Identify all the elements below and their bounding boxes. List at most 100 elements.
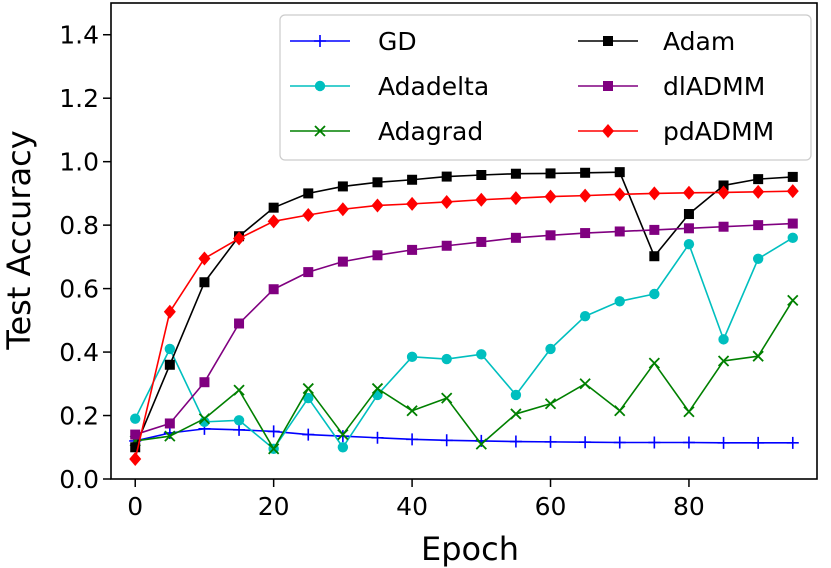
data-point-dladmm [753, 220, 764, 231]
series-pdadmm [129, 184, 799, 467]
data-point-adagrad [268, 443, 280, 455]
y-tick-label: 0.0 [59, 465, 99, 494]
y-tick-label: 0.2 [59, 402, 99, 431]
series-line-adadelta [134, 237, 794, 450]
y-axis-title: Test Accuracy [0, 130, 38, 350]
data-point-adam [614, 167, 625, 178]
data-point-gd [717, 436, 730, 449]
data-point-gd [406, 433, 419, 446]
x-tick-label: 60 [535, 492, 567, 521]
y-tick-label: 1.2 [59, 84, 99, 113]
data-point-adagrad [614, 405, 626, 417]
legend-label-adagrad: Adagrad [378, 117, 483, 146]
data-point-pdadmm [648, 186, 661, 201]
data-point-gd [579, 436, 592, 449]
legend-marker-pdadmm [602, 124, 614, 138]
data-point-adadelta [406, 351, 418, 363]
data-point-adagrad [406, 405, 418, 417]
y-tick-label: 0.6 [59, 275, 99, 304]
data-point-dladmm [649, 224, 660, 235]
legend: GD Adadelta Adagrad Adam dlADMM pdADMM [279, 14, 812, 161]
data-point-adagrad [717, 355, 730, 367]
data-point-dladmm [303, 267, 314, 278]
data-point-pdadmm [267, 214, 280, 229]
series-line-adam [134, 171, 793, 448]
data-point-dladmm [510, 232, 521, 243]
legend-label-pdadmm: pdADMM [663, 117, 774, 146]
y-axis-ticks: 0.0 0.2 0.4 0.6 0.8 1.0 1.2 1.4 [59, 21, 111, 494]
data-point-adadelta [441, 353, 452, 365]
legend-marker-adadelta [314, 80, 326, 92]
series-line-gd [135, 428, 793, 444]
series-layer [129, 167, 799, 467]
y-tick-label: 0.8 [59, 211, 99, 240]
data-point-gd [613, 436, 626, 449]
data-point-pdadmm [717, 185, 730, 200]
data-point-dladmm [441, 240, 452, 251]
data-point-pdadmm [579, 188, 592, 203]
data-point-adagrad [233, 384, 245, 396]
data-point-pdadmm [163, 304, 176, 319]
data-point-adadelta [752, 253, 764, 264]
data-point-gd [648, 436, 661, 449]
data-point-dladmm [718, 221, 729, 232]
data-point-adadelta [787, 232, 798, 244]
data-point-gd [371, 431, 384, 444]
x-tick-label: 80 [673, 492, 705, 521]
data-point-adagrad [787, 294, 799, 306]
data-point-pdadmm [406, 196, 419, 211]
series-adam [130, 167, 798, 453]
data-point-gd [302, 428, 315, 441]
data-point-adam [753, 174, 764, 185]
data-point-dladmm [545, 230, 556, 241]
data-point-adadelta [337, 442, 349, 453]
data-point-pdadmm [371, 198, 384, 213]
data-point-adam [268, 202, 279, 213]
series-line-adagrad [135, 299, 794, 450]
data-point-adagrad [198, 413, 211, 425]
series-gd [129, 422, 799, 449]
legend-label-dladmm: dlADMM [663, 72, 765, 101]
data-point-adagrad [648, 357, 660, 369]
data-point-dladmm [268, 284, 279, 295]
data-point-adadelta [303, 392, 314, 404]
legend-marker-adagrad [314, 125, 326, 137]
x-axis-title: Epoch [421, 530, 519, 568]
data-point-dladmm [407, 244, 418, 255]
data-point-adadelta [233, 415, 245, 426]
data-point-adadelta [579, 311, 591, 322]
data-point-pdadmm [682, 185, 695, 200]
data-point-dladmm [372, 250, 383, 261]
data-point-dladmm [580, 228, 591, 239]
x-tick-label: 0 [127, 492, 143, 521]
legend-label-gd: GD [378, 27, 417, 56]
data-point-dladmm [164, 418, 175, 429]
data-point-adam [372, 177, 383, 188]
data-point-dladmm [199, 377, 210, 388]
data-point-adam [510, 168, 521, 179]
data-point-adagrad [371, 382, 384, 395]
data-point-adam [545, 168, 556, 179]
data-point-dladmm [337, 256, 348, 267]
data-point-pdadmm [544, 189, 557, 204]
data-point-adam [580, 167, 591, 178]
data-point-gd [336, 430, 349, 443]
x-axis-ticks: 0 20 40 60 80 [127, 479, 705, 521]
data-point-gd [682, 436, 695, 449]
data-point-adadelta [545, 343, 556, 355]
data-point-dladmm [787, 218, 798, 229]
data-point-adadelta [476, 349, 487, 360]
data-point-adam [476, 169, 487, 180]
data-point-adadelta [164, 343, 176, 355]
data-point-pdadmm [198, 251, 211, 266]
data-point-pdadmm [336, 202, 349, 217]
data-point-adadelta [614, 296, 625, 307]
data-point-adagrad [544, 398, 557, 410]
data-point-pdadmm [129, 452, 142, 467]
y-tick-label: 1.0 [59, 148, 99, 177]
data-point-adam [683, 209, 694, 220]
data-point-dladmm [476, 236, 487, 247]
data-point-gd [440, 434, 453, 447]
data-point-adadelta [130, 413, 141, 424]
data-point-adagrad [164, 430, 176, 442]
